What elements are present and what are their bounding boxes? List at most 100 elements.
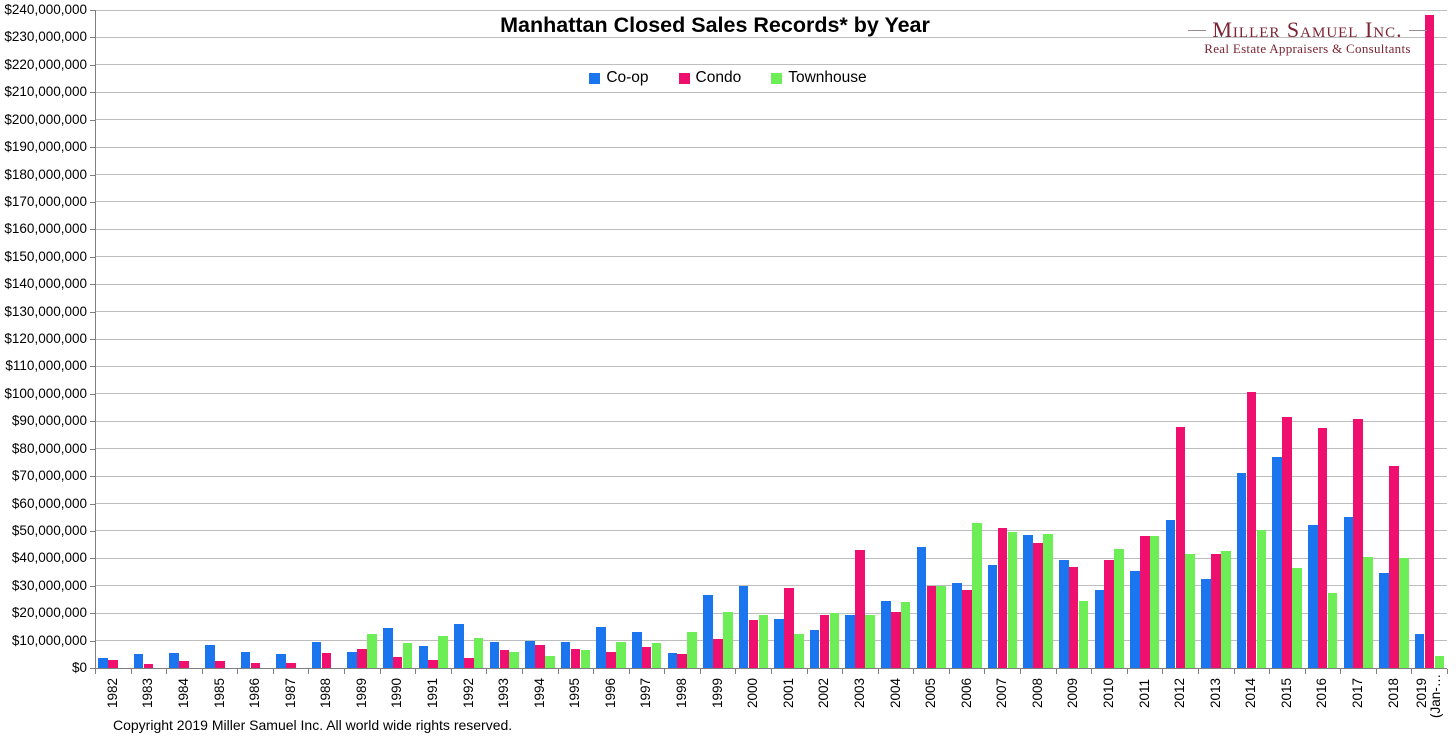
y-axis-tick-label: $20,000,000 — [11, 605, 87, 621]
bar-condo-1999 — [713, 639, 723, 668]
bar-condo-2006 — [962, 589, 972, 668]
x-axis-label-1988: 1988 — [318, 677, 334, 708]
y-axis-tick — [90, 256, 95, 258]
y-axis-tick — [90, 421, 95, 423]
x-axis-tick — [877, 669, 879, 674]
y-axis-tick-label: $60,000,000 — [11, 495, 87, 511]
bar-condo-2000 — [748, 620, 759, 668]
bar-condo-2019 — [1424, 15, 1435, 668]
bar-coop-2001 — [774, 618, 784, 668]
bar-townhouse-2019 — [1434, 655, 1445, 668]
y-axis-tick-label: $120,000,000 — [4, 331, 87, 346]
bar-condo-1998 — [677, 654, 688, 668]
bar-coop-2014 — [1236, 473, 1247, 668]
bar-townhouse-1998 — [687, 632, 697, 668]
x-axis-label-1985: 1985 — [211, 677, 227, 708]
y-axis-tick-label: $40,000,000 — [11, 550, 87, 566]
x-axis-tick — [699, 669, 701, 674]
gridline — [95, 475, 1447, 477]
bar-coop-1987 — [276, 654, 286, 668]
x-axis-label-2004: 2004 — [887, 677, 903, 708]
y-axis-tick — [90, 119, 95, 121]
x-axis-tick — [95, 669, 96, 674]
bar-townhouse-2013 — [1221, 551, 1231, 668]
bar-townhouse-2004 — [900, 602, 911, 668]
y-axis-tick-label: $240,000,000 — [4, 2, 87, 17]
bar-townhouse-2005 — [936, 585, 946, 668]
y-axis-tick-label: $50,000,000 — [11, 522, 87, 538]
x-axis-tick — [201, 669, 203, 674]
y-axis-tick — [90, 640, 95, 642]
x-axis-label-1994: 1994 — [531, 677, 547, 708]
bar-coop-2006 — [952, 583, 962, 668]
x-axis-tick — [1233, 669, 1235, 674]
bar-coop-2009 — [1058, 559, 1069, 668]
y-axis-tick — [90, 448, 95, 450]
y-axis-tick — [90, 558, 95, 560]
legend-label-townhouse: Townhouse — [788, 69, 867, 86]
bar-condo-1993 — [499, 650, 510, 668]
bar-townhouse-1996 — [616, 641, 626, 668]
y-axis-tick-label: $220,000,000 — [4, 56, 87, 72]
y-axis-tick-label: $230,000,000 — [4, 29, 87, 45]
bar-townhouse-2009 — [1078, 600, 1089, 668]
bar-coop-1999 — [703, 595, 713, 668]
bar-townhouse-2008 — [1043, 533, 1053, 668]
bar-condo-2013 — [1211, 554, 1221, 668]
x-axis-tick — [1126, 669, 1128, 674]
legend-label-coop: Co-op — [606, 69, 649, 86]
y-axis-tick-label: $200,000,000 — [4, 111, 87, 127]
gridline — [95, 64, 1447, 66]
y-axis-tick-label: $10,000,000 — [11, 632, 87, 648]
y-axis-tick — [90, 229, 95, 231]
bar-coop-1986 — [240, 651, 251, 668]
gridline — [95, 448, 1447, 450]
x-axis-label-1995: 1995 — [567, 677, 583, 708]
x-axis-label-2008: 2008 — [1029, 677, 1045, 708]
x-axis-tick — [308, 669, 310, 674]
x-axis-label-1982: 1982 — [104, 677, 120, 708]
x-axis-label-2006: 2006 — [958, 677, 974, 708]
bar-condo-1992 — [463, 658, 474, 668]
bar-coop-1988 — [311, 641, 322, 668]
x-axis-tick — [771, 669, 772, 674]
bar-condo-2001 — [784, 588, 794, 668]
x-axis-label-2005: 2005 — [923, 677, 939, 708]
y-axis-tick — [90, 585, 95, 587]
x-axis-label-2015: 2015 — [1278, 677, 1294, 708]
bar-coop-1996 — [596, 626, 606, 668]
y-axis-tick-label: $70,000,000 — [11, 468, 87, 484]
x-axis-tick — [521, 669, 523, 674]
x-axis-label-1997: 1997 — [638, 677, 654, 708]
y-axis-tick — [90, 284, 95, 286]
bar-townhouse-1994 — [545, 655, 555, 668]
miller-samuel-logo: Miller Samuel Inc. Real Estate Appraiser… — [1185, 17, 1430, 57]
bar-coop-2012 — [1165, 519, 1176, 668]
y-axis-tick — [90, 10, 95, 11]
x-axis-tick — [1447, 669, 1448, 674]
bar-condo-2018 — [1389, 466, 1399, 668]
bar-coop-2018 — [1379, 573, 1389, 668]
bar-coop-2016 — [1307, 525, 1318, 668]
y-axis-tick-label: $90,000,000 — [11, 413, 87, 429]
x-axis-label-2010: 2010 — [1101, 677, 1116, 708]
bar-townhouse-1995 — [580, 650, 591, 668]
x-axis-tick — [486, 669, 488, 674]
bar-townhouse-2015 — [1292, 567, 1302, 668]
bar-condo-2014 — [1246, 392, 1257, 668]
bar-condo-2007 — [997, 528, 1008, 668]
bar-condo-1989 — [357, 648, 367, 668]
y-axis-tick-label: $150,000,000 — [4, 248, 87, 264]
x-axis-label-1999: 1999 — [709, 677, 725, 708]
gridline — [95, 146, 1447, 148]
x-axis-tick — [1340, 669, 1342, 674]
x-axis-tick — [130, 669, 132, 674]
gridline — [95, 256, 1447, 258]
bar-townhouse-1997 — [651, 643, 662, 668]
bar-townhouse-1989 — [367, 633, 377, 668]
x-axis-tick — [1091, 669, 1093, 674]
bar-townhouse-2006 — [971, 522, 982, 668]
bar-condo-1991 — [428, 659, 438, 668]
gridline — [95, 36, 1447, 38]
